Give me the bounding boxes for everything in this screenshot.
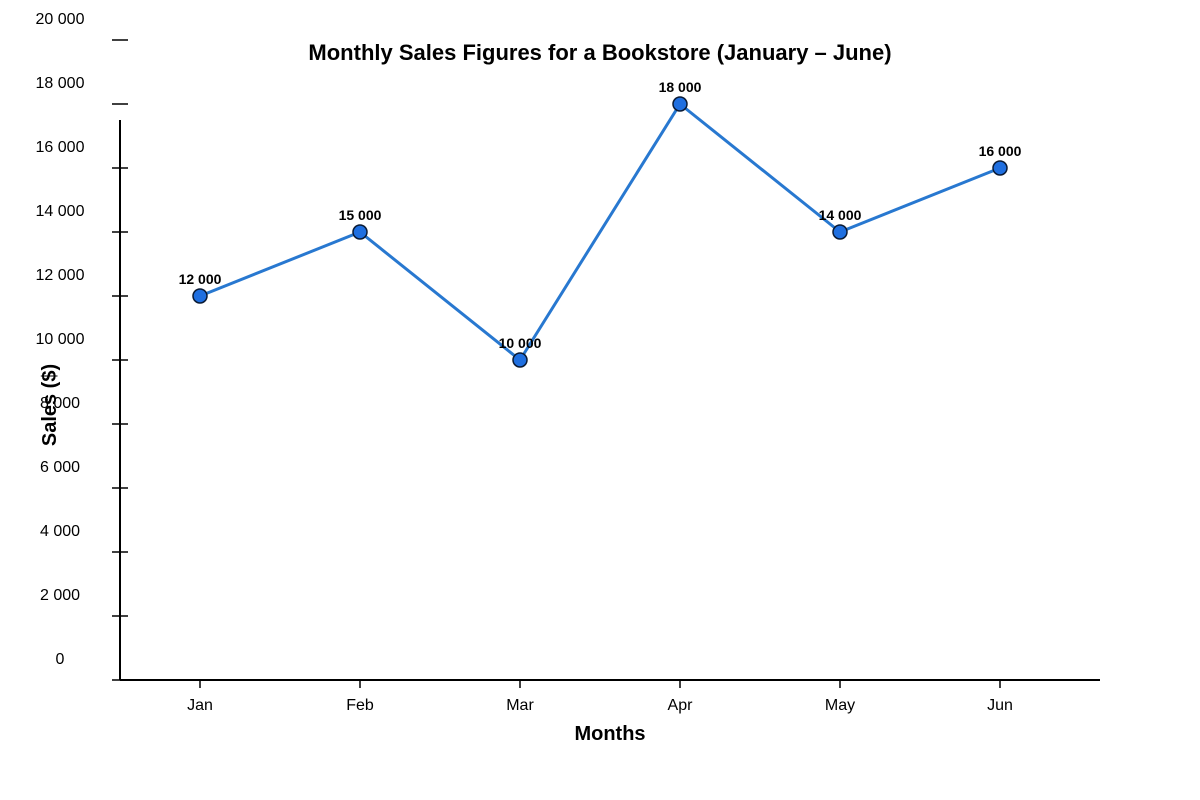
data-point (992, 160, 1008, 176)
data-point (832, 224, 848, 240)
data-label: 14 000 (819, 207, 862, 223)
y-tick-label: 18 000 (36, 75, 85, 92)
x-tick-label: Jun (987, 697, 1013, 714)
data-point (352, 224, 368, 240)
x-tick-label: May (825, 697, 855, 714)
sales-series-line (199, 102, 1001, 362)
data-label: 10 000 (499, 335, 542, 351)
y-tick-label: 2 000 (40, 587, 80, 604)
x-tick-label: Jan (187, 697, 213, 714)
data-labels: 12 000 15 000 10 000 18 000 14 000 16 000 (179, 79, 1022, 351)
data-label: 15 000 (339, 207, 382, 223)
x-tick-label: Apr (668, 697, 694, 714)
data-point (672, 96, 688, 112)
y-tick-label: 20 000 (36, 11, 85, 28)
data-point (192, 288, 208, 304)
data-label: 18 000 (659, 79, 702, 95)
data-label: 16 000 (979, 143, 1022, 159)
y-tick-label: 16 000 (36, 139, 85, 156)
y-tick-label: 10 000 (36, 331, 85, 348)
y-tick-label: 12 000 (36, 267, 85, 284)
y-axis-ticks: 0 2 000 4 000 6 000 8 000 10 000 12 000 14 000 1… (36, 11, 128, 681)
x-tick-label: Mar (506, 697, 534, 714)
x-axis-ticks: Jan Feb Mar Apr May Jun (187, 680, 1013, 714)
y-axis-title: Sales ($) (39, 364, 61, 446)
x-axis-title: Months (574, 723, 645, 745)
x-tick-label: Feb (346, 697, 374, 714)
y-tick-label: 14 000 (36, 203, 85, 220)
y-tick-label: 0 (56, 651, 65, 668)
chart-title: Monthly Sales Figures for a Bookstore (J… (308, 40, 891, 65)
data-point (512, 352, 528, 368)
data-points (192, 96, 1008, 368)
y-tick-label: 6 000 (40, 459, 80, 476)
y-tick-label: 4 000 (40, 523, 80, 540)
y-tick-label: 8 000 (40, 395, 80, 412)
data-label: 12 000 (179, 271, 222, 287)
